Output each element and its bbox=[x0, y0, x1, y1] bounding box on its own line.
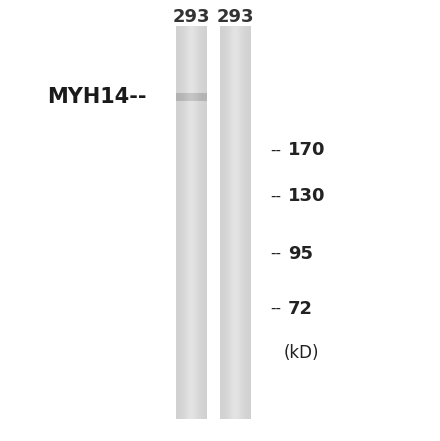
Bar bbox=[238, 26, 241, 419]
Bar bbox=[231, 26, 233, 419]
Bar bbox=[235, 26, 238, 419]
Bar bbox=[178, 93, 180, 101]
Bar bbox=[190, 93, 192, 101]
Bar bbox=[181, 26, 183, 419]
Bar bbox=[199, 26, 201, 419]
Bar bbox=[205, 93, 207, 101]
Bar bbox=[188, 26, 191, 419]
Bar bbox=[199, 93, 201, 101]
Bar bbox=[193, 93, 195, 101]
Bar bbox=[196, 93, 198, 101]
Bar bbox=[202, 93, 204, 101]
Bar bbox=[179, 93, 181, 101]
Bar bbox=[237, 26, 239, 419]
Text: --: -- bbox=[271, 142, 282, 157]
Bar bbox=[220, 26, 222, 419]
Bar bbox=[182, 93, 184, 101]
Text: MYH14--: MYH14-- bbox=[47, 87, 147, 107]
Bar bbox=[240, 26, 242, 419]
Bar bbox=[187, 93, 189, 101]
Bar bbox=[184, 26, 186, 419]
Bar bbox=[202, 26, 204, 419]
Bar bbox=[245, 26, 246, 419]
Text: 95: 95 bbox=[288, 245, 313, 262]
Bar bbox=[224, 26, 227, 419]
Bar bbox=[196, 26, 198, 419]
Bar bbox=[246, 26, 248, 419]
Text: --: -- bbox=[271, 246, 282, 261]
Bar bbox=[190, 26, 192, 419]
Text: --: -- bbox=[271, 301, 282, 316]
Bar bbox=[176, 26, 178, 419]
Bar bbox=[229, 26, 231, 419]
Bar bbox=[234, 26, 236, 419]
Bar bbox=[185, 26, 187, 419]
Bar bbox=[248, 26, 250, 419]
Bar bbox=[232, 26, 235, 419]
Bar bbox=[198, 26, 200, 419]
Bar bbox=[242, 26, 244, 419]
Bar bbox=[205, 26, 207, 419]
Text: --: -- bbox=[271, 189, 282, 204]
Bar bbox=[187, 26, 189, 419]
Text: 72: 72 bbox=[288, 300, 313, 318]
Bar bbox=[193, 26, 195, 419]
Bar bbox=[188, 93, 191, 101]
Text: 293: 293 bbox=[216, 8, 254, 26]
Bar bbox=[178, 26, 180, 419]
Bar bbox=[194, 93, 197, 101]
Bar bbox=[179, 26, 181, 419]
Bar bbox=[185, 93, 187, 101]
Bar bbox=[221, 26, 224, 419]
Bar bbox=[194, 26, 197, 419]
Bar bbox=[191, 26, 194, 419]
Bar bbox=[191, 93, 194, 101]
Bar bbox=[181, 93, 183, 101]
Bar bbox=[204, 93, 206, 101]
Text: 170: 170 bbox=[288, 141, 326, 159]
Bar bbox=[228, 26, 230, 419]
Bar bbox=[201, 26, 203, 419]
Bar bbox=[184, 93, 186, 101]
Bar bbox=[243, 26, 245, 419]
Bar bbox=[204, 26, 206, 419]
Bar bbox=[226, 26, 228, 419]
Bar bbox=[223, 26, 225, 419]
Bar bbox=[198, 93, 200, 101]
Bar bbox=[249, 26, 251, 419]
Bar bbox=[176, 93, 178, 101]
Bar bbox=[182, 26, 184, 419]
Text: 293: 293 bbox=[172, 8, 210, 26]
Text: 130: 130 bbox=[288, 187, 326, 205]
Text: (kD): (kD) bbox=[284, 344, 319, 362]
Bar bbox=[201, 93, 203, 101]
